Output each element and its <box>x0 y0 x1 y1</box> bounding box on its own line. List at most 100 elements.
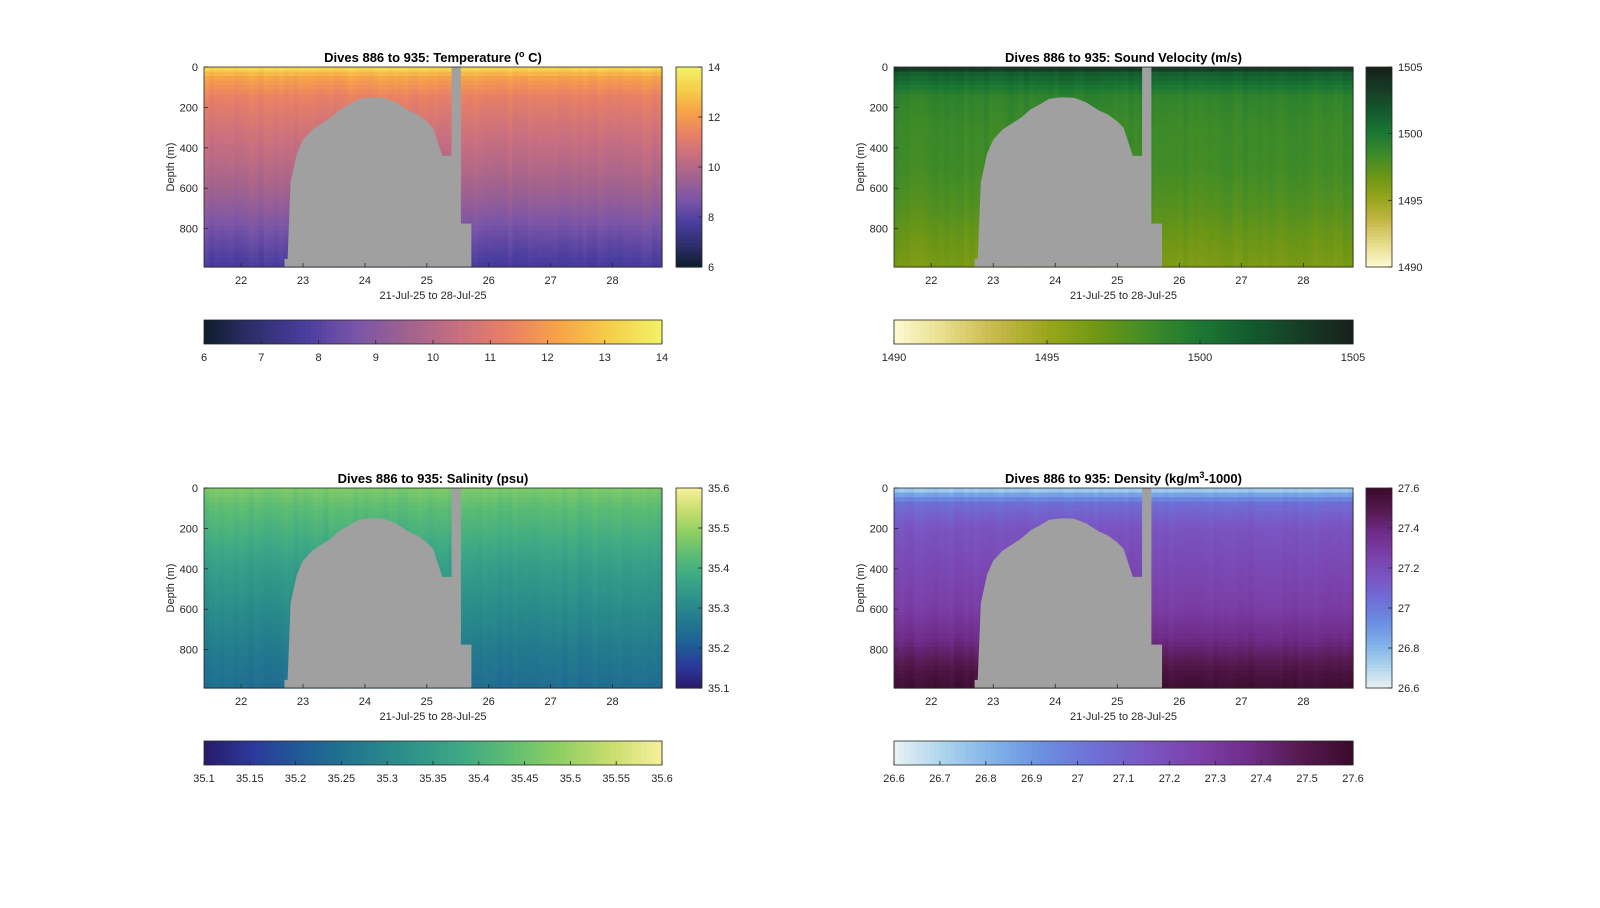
horizontal-colorbar-frame <box>893 319 1354 345</box>
colorbar-tick-label: 26.6 <box>1398 683 1419 695</box>
colorbar-tick-label: 1490 <box>1398 262 1422 274</box>
x-tick-label: 22 <box>235 275 247 287</box>
hcolorbar-tick-label: 27.1 <box>1113 773 1134 785</box>
panel-density: 22 23 24 25 26 27 28 0 200 400 600 800 Dives 886 to … <box>855 470 1419 785</box>
y-axis-label: Depth (m) <box>165 564 177 613</box>
colorbar-tick-label: 35.6 <box>708 483 729 495</box>
panel-temperature: 22 23 24 25 26 27 28 0 200 400 600 800 Dives 886 to … <box>165 49 720 364</box>
x-tick-label: 26 <box>1173 696 1185 708</box>
hcolorbar-tick-label: 9 <box>373 352 379 364</box>
plot-frame <box>203 66 663 268</box>
x-tick-label: 24 <box>1049 275 1061 287</box>
no-data-mask <box>284 488 472 688</box>
hcolorbar-tick-label: 35.2 <box>285 773 306 785</box>
hcolorbar-tick-label: 27 <box>1071 773 1083 785</box>
chart-title-main: Dives 886 to 935: Temperature ( <box>324 50 520 65</box>
x-tick-label: 26 <box>483 275 495 287</box>
vertical-colorbar: 6 8 10 12 14 <box>675 62 720 274</box>
x-tick-label: 26 <box>483 696 495 708</box>
colorbar-tick-label: 8 <box>708 212 714 224</box>
chart-title-main: Dives 886 to 935: Density (kg/m <box>1005 471 1199 486</box>
hcolorbar-tick-label: 1490 <box>882 352 906 364</box>
horizontal-colorbar: 35.1 35.15 35.2 35.25 35.3 35.35 35.4 35.45 35.5… <box>193 740 673 785</box>
y-tick-label: 800 <box>870 224 888 236</box>
x-tick-label: 25 <box>421 696 433 708</box>
panel-salinity: 22 23 24 25 26 27 28 0 200 400 600 800 Dives 886 to … <box>165 471 729 785</box>
colorbar-tick-label: 35.1 <box>708 683 729 695</box>
plot-frame <box>893 487 1354 689</box>
vertical-colorbar-frame <box>1365 66 1393 268</box>
chart-title-tail: -1000) <box>1204 471 1242 486</box>
hcolorbar-tick-label: 35.1 <box>193 773 214 785</box>
hcolorbar-tick-label: 10 <box>427 352 439 364</box>
y-axis-label: Depth (m) <box>165 143 177 192</box>
colorbar-tick-label: 35.5 <box>708 523 729 535</box>
hcolorbar-tick-label: 26.7 <box>929 773 950 785</box>
x-tick-label: 28 <box>1297 696 1309 708</box>
x-tick-label: 23 <box>987 696 999 708</box>
colorbar-tick-label: 27.6 <box>1398 483 1419 495</box>
no-data-mask <box>974 488 1162 688</box>
hcolorbar-tick-label: 35.25 <box>328 773 356 785</box>
y-axis-label: Depth (m) <box>855 564 867 613</box>
x-tick-label: 22 <box>925 696 937 708</box>
x-tick-label: 25 <box>1111 275 1123 287</box>
vertical-colorbar: 1490 1495 1500 1505 <box>1365 62 1422 274</box>
x-tick-label: 23 <box>987 275 999 287</box>
y-tick-label: 800 <box>180 224 198 236</box>
hcolorbar-tick-label: 27.4 <box>1250 773 1271 785</box>
y-tick-label: 600 <box>870 183 888 195</box>
hcolorbar-tick-label: 14 <box>656 352 668 364</box>
panel-sound_velocity: 22 23 24 25 26 27 28 0 200 400 600 800 Dives 886 to … <box>855 50 1422 364</box>
x-tick-label: 23 <box>297 696 309 708</box>
colorbar-tick-label: 27.2 <box>1398 563 1419 575</box>
colorbar-tick-label: 27 <box>1398 603 1410 615</box>
hcolorbar-tick-label: 27.5 <box>1296 773 1317 785</box>
hcolorbar-tick-label: 27.6 <box>1342 773 1363 785</box>
x-tick-label: 27 <box>1235 275 1247 287</box>
colorbar-tick-label: 1495 <box>1398 195 1422 207</box>
hcolorbar-tick-label: 26.6 <box>883 773 904 785</box>
hcolorbar-tick-label: 27.2 <box>1159 773 1180 785</box>
hcolorbar-tick-label: 35.6 <box>651 773 672 785</box>
hcolorbar-tick-label: 26.8 <box>975 773 996 785</box>
y-tick-label: 400 <box>870 564 888 576</box>
y-tick-label: 200 <box>180 102 198 114</box>
x-tick-label: 28 <box>1297 275 1309 287</box>
chart-title: Dives 886 to 935: Salinity (psu) <box>338 471 529 486</box>
hcolorbar-tick-label: 7 <box>258 352 264 364</box>
horizontal-colorbar: 6 7 8 9 10 11 12 13 14 <box>201 319 668 364</box>
chart-title: Dives 886 to 935: Sound Velocity (m/s) <box>1005 50 1242 65</box>
colorbar-tick-label: 1500 <box>1398 129 1422 141</box>
y-tick-label: 800 <box>180 645 198 657</box>
y-tick-label: 0 <box>192 62 198 74</box>
chart-title-tail: C) <box>525 50 542 65</box>
x-tick-label: 22 <box>235 696 247 708</box>
x-tick-label: 23 <box>297 275 309 287</box>
x-tick-label: 26 <box>1173 275 1185 287</box>
chart-title-main: Dives 886 to 935: Sound Velocity (m/s) <box>1005 50 1242 65</box>
colorbar-tick-label: 12 <box>708 112 720 124</box>
y-tick-label: 600 <box>180 604 198 616</box>
x-axis-label: 21-Jul-25 to 28-Jul-25 <box>1070 290 1177 302</box>
hcolorbar-tick-label: 35.5 <box>560 773 581 785</box>
hcolorbar-tick-label: 12 <box>541 352 553 364</box>
y-tick-label: 200 <box>870 523 888 535</box>
y-tick-label: 0 <box>882 62 888 74</box>
x-tick-label: 24 <box>359 275 371 287</box>
vertical-colorbar: 26.6 26.8 27 27.2 27.4 27.6 <box>1365 483 1419 695</box>
no-data-mask <box>284 67 472 267</box>
y-tick-label: 0 <box>192 483 198 495</box>
no-data-mask <box>974 67 1162 267</box>
chart-title: Dives 886 to 935: Temperature (o C) <box>324 49 542 65</box>
x-tick-label: 25 <box>421 275 433 287</box>
y-tick-label: 0 <box>882 483 888 495</box>
y-tick-label: 600 <box>870 604 888 616</box>
hcolorbar-tick-label: 6 <box>201 352 207 364</box>
hcolorbar-tick-label: 27.3 <box>1205 773 1226 785</box>
colorbar-tick-label: 14 <box>708 62 720 74</box>
chart-title-sup: o <box>519 49 525 59</box>
vertical-colorbar-frame <box>1365 487 1393 689</box>
x-tick-label: 28 <box>606 275 618 287</box>
x-axis-label: 21-Jul-25 to 28-Jul-25 <box>379 711 486 723</box>
